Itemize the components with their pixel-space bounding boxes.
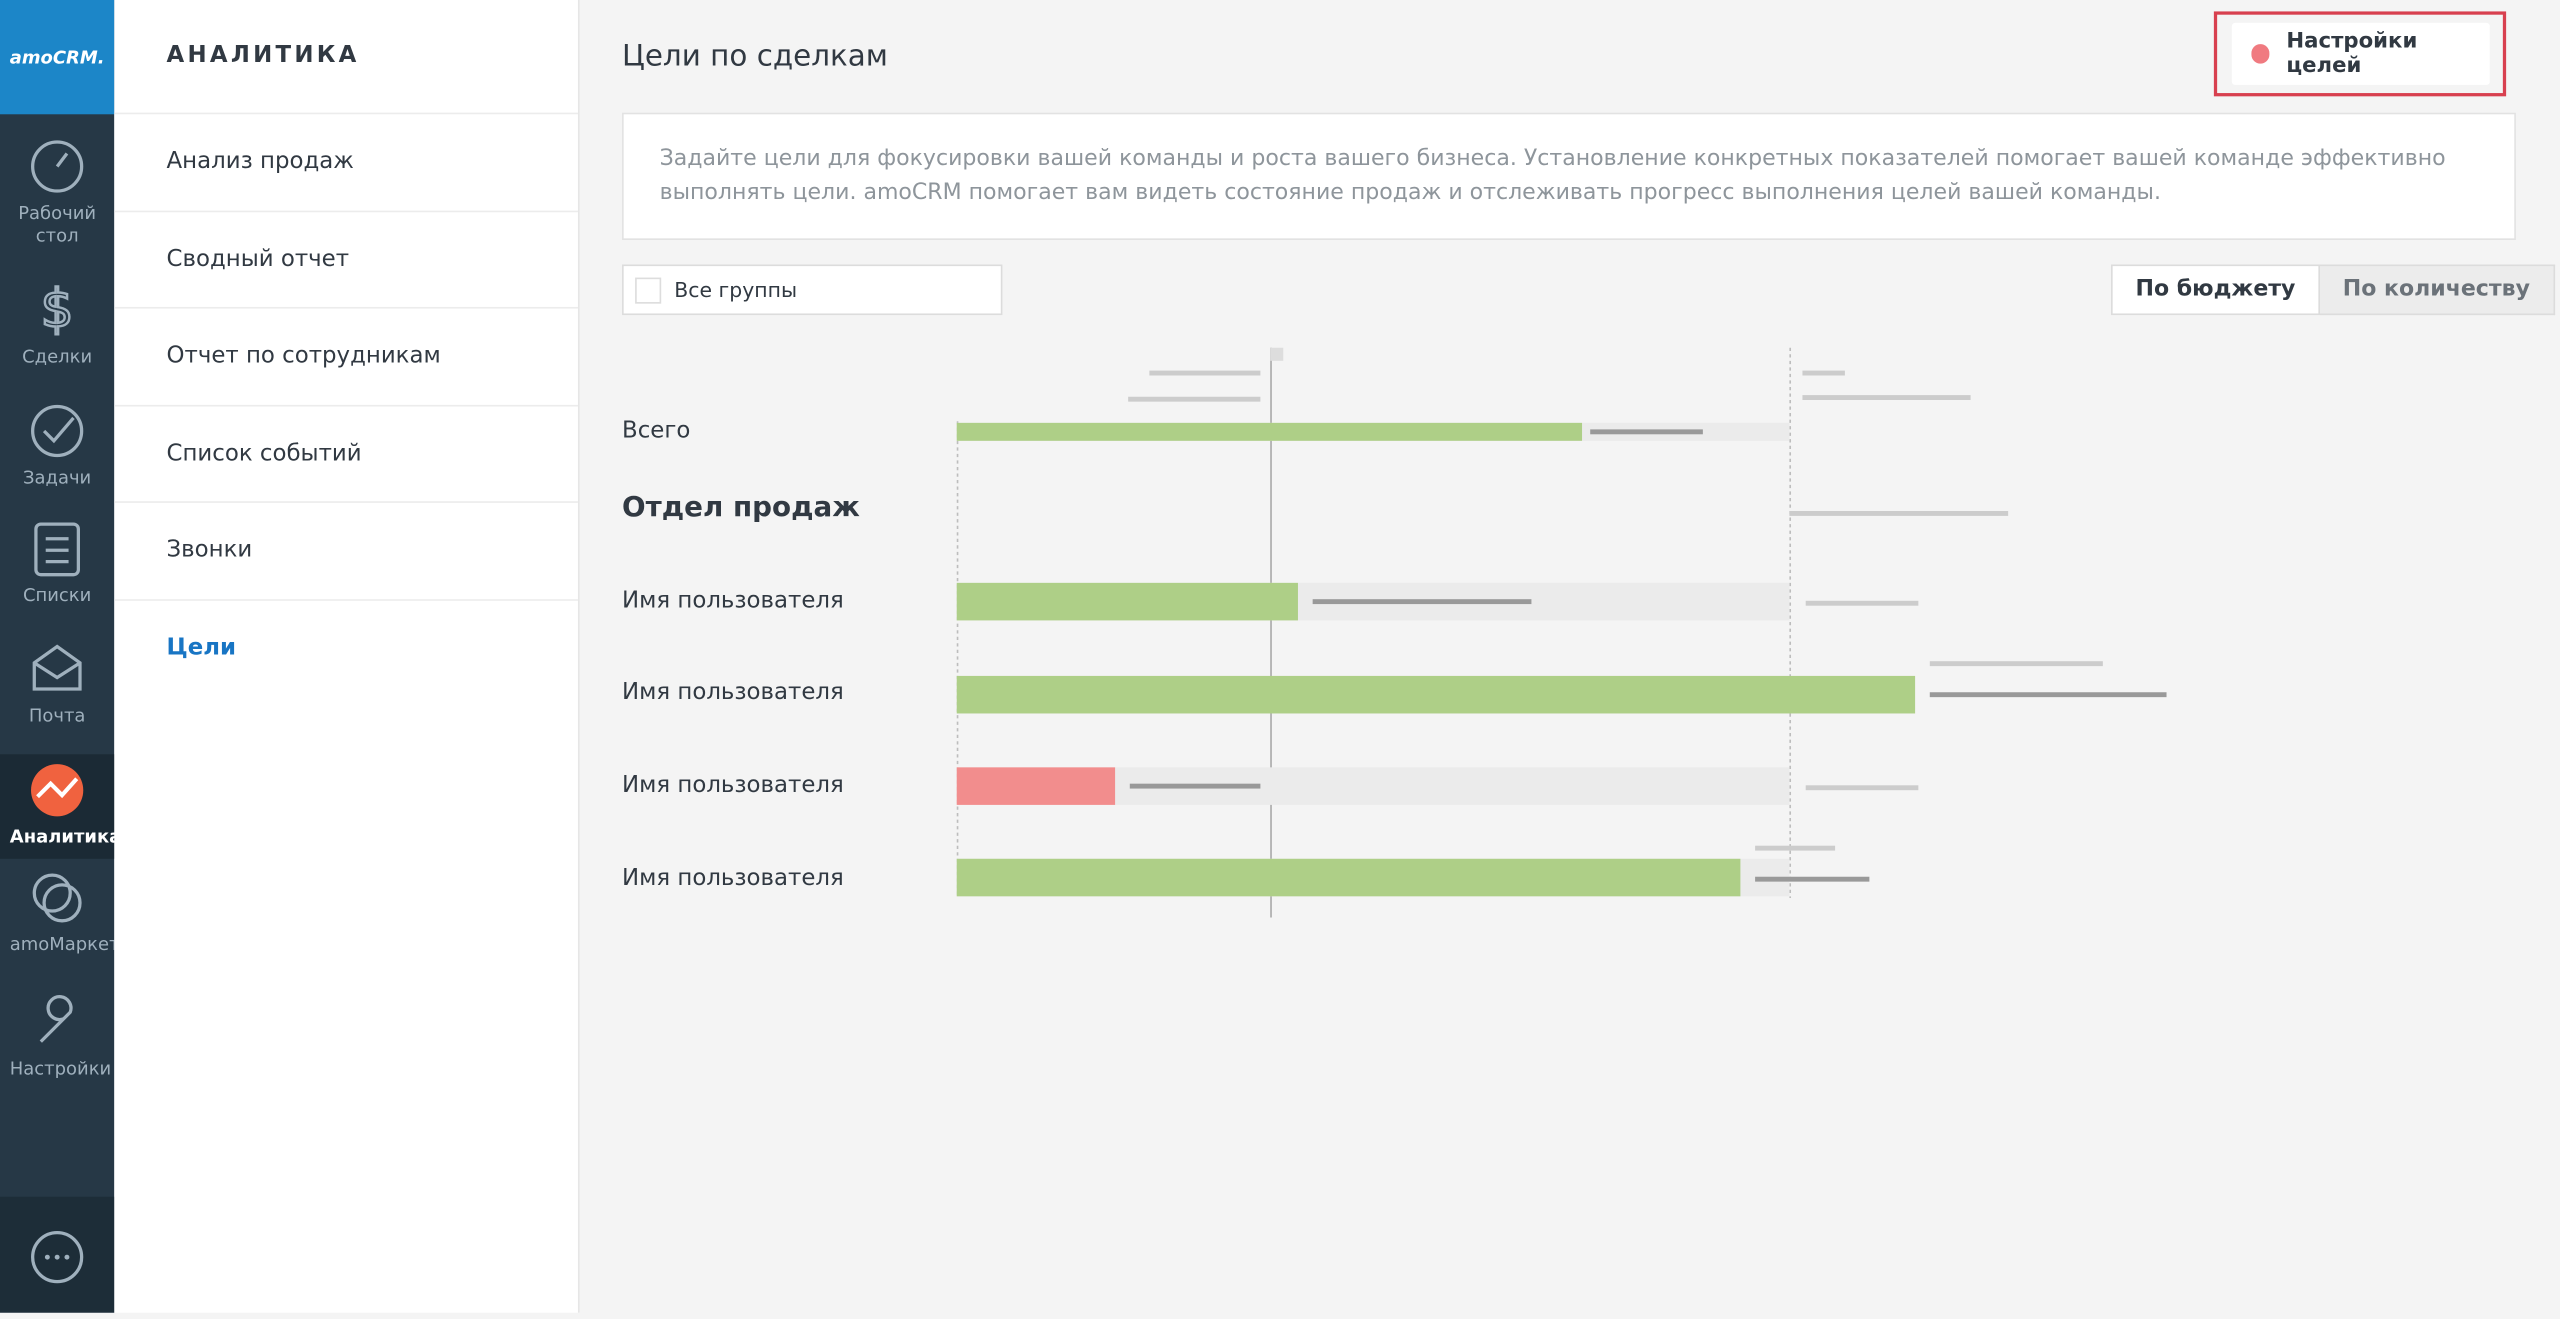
icon-shape xyxy=(36,777,79,799)
description-box: Задайте цели для фокусировки вашей коман… xyxy=(622,112,2516,240)
highlight-frame xyxy=(2213,11,2507,97)
placeholder xyxy=(1802,395,1971,400)
icon-shape: $ xyxy=(41,281,74,340)
chat-icon xyxy=(31,1231,84,1284)
nav-icon xyxy=(39,995,73,1043)
nav-icon xyxy=(34,522,80,577)
placeholder xyxy=(1590,429,1703,435)
placeholder xyxy=(1802,370,1845,376)
icon-shape xyxy=(31,404,84,458)
placeholder xyxy=(1129,783,1261,789)
bars xyxy=(956,422,2167,897)
nav-icon xyxy=(31,140,84,193)
sidebar: amoCRM. Рабочий стол $ Сделки Задачи Списки П… xyxy=(0,0,122,1313)
sidebar-item[interactable]: Списки xyxy=(0,519,114,607)
chat-button[interactable] xyxy=(0,1196,115,1313)
tab[interactable]: По бюджету xyxy=(2111,264,2320,316)
placeholder xyxy=(1149,370,1261,376)
placeholder-labels xyxy=(1128,370,2103,851)
sidebar-label: Почта xyxy=(28,705,86,727)
progress-bar xyxy=(956,422,1583,441)
sidebar-item[interactable]: Задачи xyxy=(0,402,114,490)
nav-item[interactable]: Звонки xyxy=(114,501,578,597)
analytics-nav: АНАЛИТИКА Анализ продаж Сводный отчет Отче… xyxy=(114,0,580,1313)
nav-item[interactable]: Сводный отчет xyxy=(114,209,578,306)
sidebar-label: amoМаркет xyxy=(9,933,120,956)
filter-label: Все группы xyxy=(674,277,798,303)
progress-bar xyxy=(956,767,1116,805)
nav-icon xyxy=(31,404,84,458)
nav-item[interactable]: Анализ продаж xyxy=(114,112,578,209)
icon-shape xyxy=(42,883,82,923)
sidebar-item[interactable]: Настройки xyxy=(0,993,114,1081)
sidebar-item[interactable]: amoМаркет xyxy=(0,869,120,957)
row-label: Имя пользователя xyxy=(622,679,844,706)
today-flag xyxy=(1270,347,1284,361)
goal-settings-button[interactable]: Настройки целей xyxy=(2231,22,2490,85)
nav-icon xyxy=(31,764,84,817)
progress-bar xyxy=(956,582,1298,621)
sidebar-label: Списки xyxy=(22,584,92,606)
group-filter[interactable]: Все группы xyxy=(622,264,1003,316)
sidebar-label: Аналитика xyxy=(9,826,122,848)
placeholder xyxy=(1929,661,2103,667)
sidebar-label: Задачи xyxy=(23,466,92,489)
placeholder xyxy=(1755,845,1836,851)
placeholder xyxy=(1312,599,1532,605)
placeholder xyxy=(1755,876,1870,882)
sidebar-label: Рабочий стол xyxy=(18,202,97,247)
logo[interactable]: amoCRM. xyxy=(0,0,115,115)
nav-item[interactable]: Список событий xyxy=(114,404,578,500)
sidebar-item[interactable]: Почта xyxy=(0,640,114,728)
progress-bar xyxy=(956,675,1916,714)
nav-item[interactable]: Цели xyxy=(114,598,578,694)
icon-shape xyxy=(42,416,75,444)
row-label: Имя пользователя xyxy=(622,865,844,892)
nav-title: АНАЛИТИКА xyxy=(166,42,360,69)
placeholder xyxy=(1805,600,1919,606)
page-title: Цели по сделкам xyxy=(622,39,888,74)
sidebar-label: Сделки xyxy=(22,346,93,368)
row-label: Имя пользователя xyxy=(622,587,844,614)
placeholder xyxy=(1805,785,1919,791)
checkbox[interactable] xyxy=(635,276,662,303)
tabs: По бюджету По количеству xyxy=(2111,264,2555,316)
icon-shape xyxy=(34,522,80,577)
progress-bar xyxy=(956,858,1741,897)
row-label: Имя пользователя xyxy=(622,772,844,799)
nav-icon xyxy=(32,644,82,691)
icon-shape xyxy=(31,140,84,193)
nav-item[interactable]: Отчет по сотрудникам xyxy=(114,306,578,403)
placeholder xyxy=(1128,396,1261,402)
sidebar-item[interactable]: Рабочий стол xyxy=(0,137,114,248)
sidebar-item[interactable]: Аналитика xyxy=(0,754,122,859)
icon-shape xyxy=(55,152,69,168)
sidebar-item[interactable]: $ Сделки xyxy=(0,281,114,369)
status-dot xyxy=(2251,44,2271,64)
group-label: Отдел продаж xyxy=(622,491,860,525)
nav-icon xyxy=(32,873,82,923)
description: Задайте цели для фокусировки вашей коман… xyxy=(659,145,2446,206)
placeholder xyxy=(1929,692,2167,698)
icon-shape xyxy=(32,644,82,691)
tab[interactable]: По количеству xyxy=(2319,264,2555,316)
row-label: Всего xyxy=(622,417,691,445)
sidebar-label: Настройки xyxy=(9,1057,112,1080)
icon-shape xyxy=(39,995,73,1043)
nav-icon: $ xyxy=(39,281,75,340)
icon-shape xyxy=(45,537,69,564)
placeholder xyxy=(1789,511,2009,516)
icon-shape xyxy=(32,873,72,913)
button-label: Настройки целей xyxy=(2286,29,2418,79)
